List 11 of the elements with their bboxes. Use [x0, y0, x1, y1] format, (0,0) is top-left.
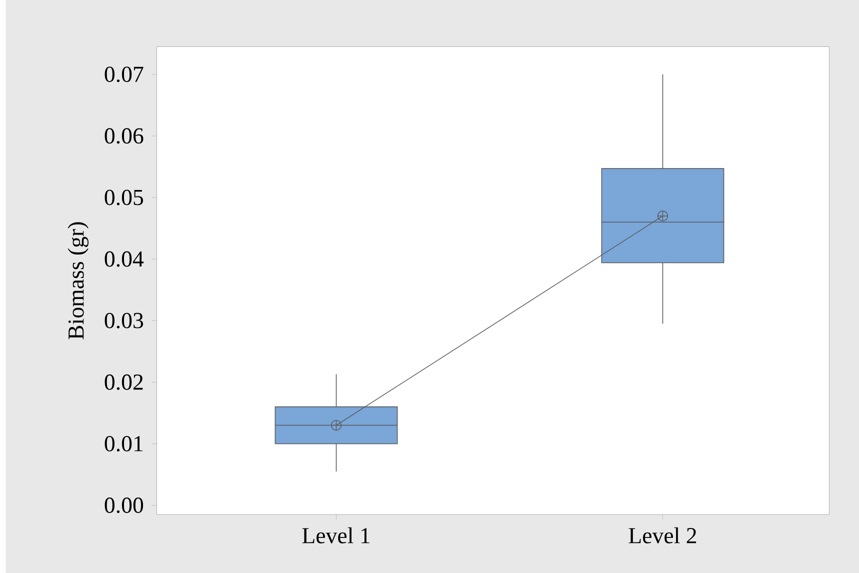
y-tick-label: 0.04: [104, 251, 144, 267]
y-tick-label: 0.06: [104, 128, 144, 144]
y-tick-label: 0.05: [104, 190, 144, 206]
y-tick-label: 0.02: [104, 374, 143, 390]
x-tick-label: Level 1: [302, 527, 370, 544]
y-tick-label: 0.03: [104, 312, 144, 328]
y-tick-label: 0.00: [104, 497, 144, 513]
x-tick-label: Level 2: [628, 527, 696, 544]
y-tick-label: 0.01: [104, 436, 143, 452]
y-tick-label: 0.07: [104, 66, 144, 82]
y-axis-title: Biomass (gr): [68, 222, 89, 340]
